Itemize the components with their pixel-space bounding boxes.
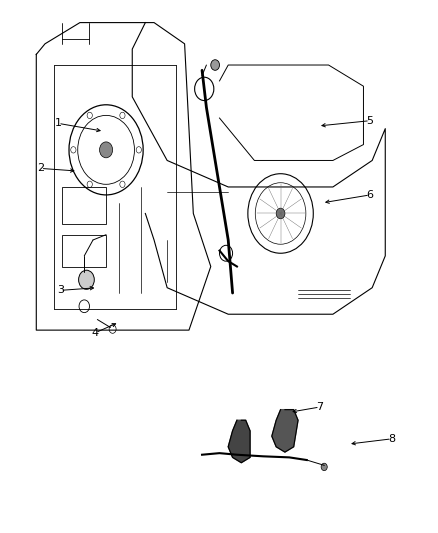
Circle shape [276, 208, 284, 219]
Text: 8: 8 [387, 434, 395, 444]
Circle shape [210, 60, 219, 70]
Circle shape [321, 463, 326, 471]
Circle shape [99, 142, 113, 158]
Text: 2: 2 [37, 164, 44, 173]
Polygon shape [271, 410, 297, 452]
Polygon shape [228, 420, 250, 463]
Text: 1: 1 [54, 118, 61, 128]
Text: 3: 3 [57, 285, 64, 295]
Text: 6: 6 [366, 190, 373, 200]
Text: 7: 7 [315, 402, 323, 412]
Circle shape [78, 270, 94, 289]
Text: 4: 4 [92, 328, 99, 338]
Text: 5: 5 [366, 116, 373, 126]
